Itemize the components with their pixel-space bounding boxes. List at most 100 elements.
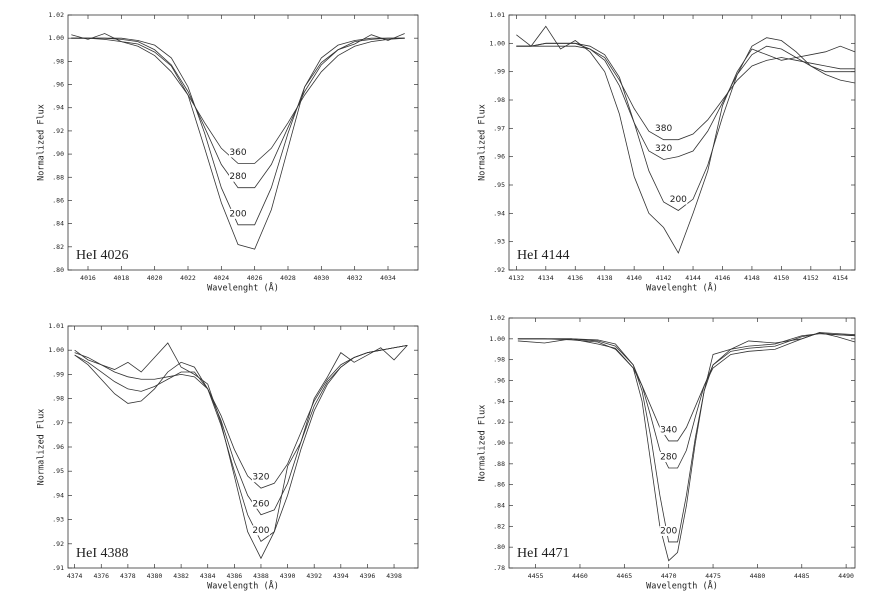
y-tick-label: .78 bbox=[493, 564, 505, 572]
x-tick-label: 4020 bbox=[147, 274, 163, 282]
x-tick-label: 4026 bbox=[247, 274, 263, 282]
x-tick-label: 4465 bbox=[617, 572, 633, 580]
x-axis-title: Wavelength (Å) bbox=[646, 580, 718, 592]
spectrum-line bbox=[517, 333, 856, 543]
y-tick-label: 1.00 bbox=[48, 34, 64, 42]
x-tick-label: 4485 bbox=[794, 572, 810, 580]
y-tick-label: 1.00 bbox=[489, 39, 505, 47]
y-tick-label: .98 bbox=[493, 356, 505, 364]
y-tick-label: 1.00 bbox=[489, 335, 505, 343]
y-tick-label: .86 bbox=[493, 481, 505, 489]
spectrum-line bbox=[71, 33, 405, 250]
spectrum-line bbox=[74, 342, 408, 560]
x-tick-label: 4132 bbox=[509, 274, 525, 282]
spectrum-line bbox=[516, 25, 856, 254]
y-axis-title: Normalized Flux bbox=[478, 405, 488, 482]
curve-label: 380 bbox=[655, 124, 672, 134]
label-backdrop bbox=[669, 194, 688, 205]
x-tick-label: 4378 bbox=[120, 572, 136, 580]
y-tick-label: .90 bbox=[493, 439, 505, 447]
label-backdrop bbox=[654, 123, 673, 134]
label-backdrop bbox=[251, 472, 270, 483]
label-backdrop bbox=[659, 525, 678, 536]
y-tick-label: .97 bbox=[52, 419, 64, 427]
x-tick-label: 4390 bbox=[280, 572, 296, 580]
x-tick-label: 4490 bbox=[838, 572, 854, 580]
x-tick-label: 4144 bbox=[685, 274, 701, 282]
spectrum-line bbox=[516, 42, 855, 160]
x-tick-label: 4394 bbox=[333, 572, 349, 580]
y-tick-label: .91 bbox=[52, 564, 64, 572]
panel-annotation: HeI 4026 bbox=[76, 248, 129, 263]
panel-annotation: HeI 4388 bbox=[76, 546, 129, 561]
y-axis-title: Normalized Flux bbox=[37, 104, 47, 181]
x-tick-label: 4376 bbox=[93, 572, 109, 580]
spectrum-line bbox=[71, 37, 405, 189]
label-backdrop bbox=[659, 424, 678, 435]
panel-annotation: HeI 4144 bbox=[517, 248, 570, 263]
x-tick-label: 4018 bbox=[114, 274, 130, 282]
label-backdrop bbox=[229, 171, 247, 182]
y-tick-label: .94 bbox=[52, 104, 64, 112]
y-tick-label: .88 bbox=[493, 460, 505, 468]
x-tick-label: 4388 bbox=[253, 572, 269, 580]
curve-label: 200 bbox=[252, 526, 269, 536]
x-tick-label: 4374 bbox=[67, 572, 83, 580]
y-tick-label: .98 bbox=[493, 96, 505, 104]
x-tick-label: 4140 bbox=[626, 274, 642, 282]
x-axis-title: Wavelenght (Å) bbox=[207, 282, 279, 294]
y-tick-label: .95 bbox=[52, 467, 64, 475]
y-tick-label: .95 bbox=[493, 181, 505, 189]
y-tick-label: .96 bbox=[52, 443, 64, 451]
x-tick-label: 4386 bbox=[227, 572, 243, 580]
y-tick-label: 1.02 bbox=[489, 314, 505, 322]
y-tick-label: .94 bbox=[52, 491, 64, 499]
x-tick-label: 4392 bbox=[306, 572, 322, 580]
spectrum-line bbox=[74, 344, 408, 542]
label-backdrop bbox=[251, 525, 270, 536]
spectrum-line bbox=[74, 344, 408, 489]
spectrum-line bbox=[517, 332, 856, 562]
y-tick-label: .92 bbox=[52, 127, 64, 135]
y-tick-label: .92 bbox=[52, 540, 64, 548]
x-tick-label: 4142 bbox=[656, 274, 672, 282]
y-tick-label: .88 bbox=[52, 173, 64, 181]
y-axis-title: Normalized Flux bbox=[478, 104, 488, 181]
y-tick-label: .84 bbox=[52, 220, 64, 228]
y-tick-label: .82 bbox=[493, 522, 505, 530]
y-tick-label: .96 bbox=[493, 153, 505, 161]
label-backdrop bbox=[229, 208, 247, 219]
spectrum-line bbox=[516, 37, 856, 211]
y-tick-label: .99 bbox=[493, 68, 505, 76]
curve-label: 200 bbox=[660, 526, 677, 536]
spectrum-line bbox=[517, 333, 856, 469]
spectrum-line bbox=[517, 332, 856, 442]
y-tick-label: .82 bbox=[52, 243, 64, 251]
x-tick-label: 4024 bbox=[214, 274, 230, 282]
x-tick-label: 4022 bbox=[180, 274, 196, 282]
x-tick-label: 4396 bbox=[360, 572, 376, 580]
y-tick-label: 1.02 bbox=[48, 11, 64, 19]
x-tick-label: 4138 bbox=[597, 274, 613, 282]
plot-frame bbox=[67, 14, 419, 271]
x-tick-label: 4470 bbox=[661, 572, 677, 580]
y-tick-label: .96 bbox=[493, 377, 505, 385]
curve-label: 320 bbox=[252, 473, 269, 483]
x-tick-label: 4460 bbox=[572, 572, 588, 580]
curve-label: 260 bbox=[252, 499, 269, 509]
x-tick-label: 4148 bbox=[744, 274, 760, 282]
y-tick-label: .80 bbox=[493, 543, 505, 551]
curve-label: 280 bbox=[660, 453, 677, 463]
curve-label: 340 bbox=[660, 425, 677, 435]
x-axis-title: Wavelenght (Å) bbox=[646, 282, 718, 294]
y-tick-label: .96 bbox=[52, 81, 64, 89]
x-tick-label: 4455 bbox=[528, 572, 544, 580]
x-tick-label: 4146 bbox=[715, 274, 731, 282]
spectrum-line bbox=[71, 37, 405, 226]
plot-frame bbox=[67, 325, 419, 569]
y-tick-label: .93 bbox=[493, 238, 505, 246]
spectrum-line bbox=[71, 37, 405, 164]
curve-label: 360 bbox=[229, 148, 246, 158]
y-tick-label: .92 bbox=[493, 266, 505, 274]
